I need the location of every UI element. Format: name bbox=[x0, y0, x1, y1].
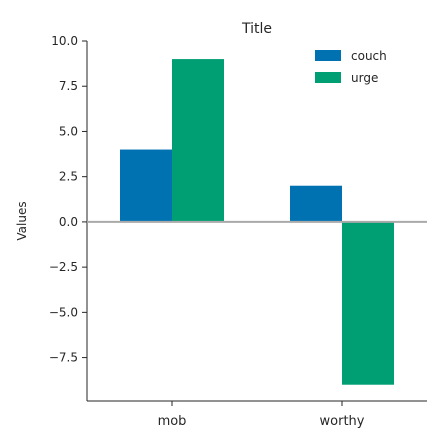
bars bbox=[120, 59, 394, 385]
y-tick-label: 2.5 bbox=[59, 170, 78, 184]
y-tick-label: 7.5 bbox=[59, 79, 78, 93]
x-tick-label: mob bbox=[158, 414, 187, 429]
bar-urge-mob bbox=[172, 59, 224, 222]
bar-urge-worthy bbox=[342, 221, 394, 385]
x-axis: mob worthy bbox=[87, 400, 427, 429]
y-axis: 10.0 7.5 5.0 2.5 0.0 −2.5 −5.0 −7.5 bbox=[49, 34, 88, 401]
bar-couch-worthy bbox=[290, 185, 342, 222]
legend-swatch-urge bbox=[315, 72, 341, 83]
bar-couch-mob bbox=[120, 149, 172, 222]
y-tick-label: 0.0 bbox=[59, 215, 78, 229]
legend-label-urge: urge bbox=[351, 71, 378, 85]
chart-title: Title bbox=[241, 21, 272, 37]
y-tick-label: 10.0 bbox=[51, 34, 78, 48]
x-tick-label: worthy bbox=[320, 414, 365, 429]
y-axis-label: Values bbox=[15, 201, 29, 240]
y-tick-label: −2.5 bbox=[49, 260, 78, 274]
y-tick-label: −5.0 bbox=[49, 305, 78, 319]
legend-swatch-couch bbox=[315, 50, 341, 61]
legend: couch urge bbox=[315, 49, 387, 85]
y-tick-label: 5.0 bbox=[59, 124, 78, 138]
y-tick-label: −7.5 bbox=[49, 351, 78, 365]
legend-label-couch: couch bbox=[351, 49, 387, 63]
